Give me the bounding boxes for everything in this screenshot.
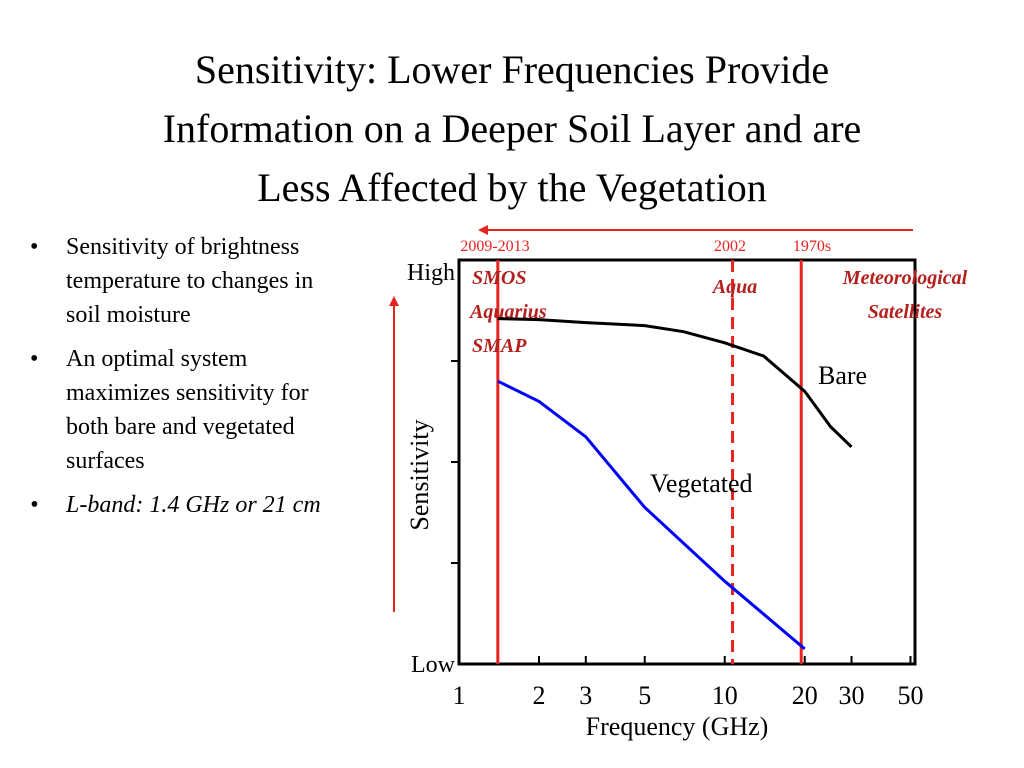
mission-label-smap: SMAP bbox=[472, 335, 527, 357]
y-label-low: Low bbox=[411, 652, 456, 678]
era-label: 1970s bbox=[793, 238, 831, 255]
series-label-vegetated: Vegetated bbox=[650, 469, 753, 498]
bullet-item: L-band: 1.4 GHz or 21 cm bbox=[22, 488, 352, 522]
mission-label-aqua: Aqua bbox=[711, 276, 757, 298]
x-tick-label: 20 bbox=[792, 681, 818, 710]
bullet-item: Sensitivity of brightness temperature to… bbox=[22, 230, 352, 332]
x-tick-label: 5 bbox=[638, 681, 651, 710]
y-axis-label: Sensitivity bbox=[405, 419, 434, 530]
title-line: Less Affected by the Vegetation bbox=[257, 165, 767, 210]
series-label-bare: Bare bbox=[818, 361, 867, 390]
x-tick-label: 1 bbox=[453, 681, 466, 710]
series-line-bare bbox=[497, 317, 853, 448]
mission-label-meteorological: Meteorological bbox=[842, 267, 968, 289]
x-tick-label: 3 bbox=[579, 681, 592, 710]
slide-title: Sensitivity: Lower Frequencies Provide I… bbox=[20, 40, 1004, 217]
x-tick-label: 2 bbox=[532, 681, 545, 710]
era-label: 2002 bbox=[714, 238, 746, 255]
bullet-item: An optimal system maximizes sensitivity … bbox=[22, 342, 352, 478]
x-tick-label: 50 bbox=[897, 681, 923, 710]
mission-label-smos: SMOS bbox=[472, 267, 526, 289]
series-line-vegetated bbox=[497, 379, 806, 651]
x-tick-label: 10 bbox=[712, 681, 738, 710]
mission-label-satellites: Satellites bbox=[868, 301, 943, 323]
title-line: Sensitivity: Lower Frequencies Provide bbox=[194, 47, 830, 92]
x-axis-label: Frequency (GHz) bbox=[586, 712, 769, 741]
bullet-list: Sensitivity of brightness temperature to… bbox=[22, 230, 352, 532]
mission-label-aquarius: Aquarius bbox=[468, 301, 547, 323]
era-label: 2009-2013 bbox=[460, 238, 529, 255]
x-tick-label: 30 bbox=[839, 681, 865, 710]
title-line: Information on a Deeper Soil Layer and a… bbox=[162, 106, 862, 151]
y-label-high: High bbox=[407, 260, 455, 286]
